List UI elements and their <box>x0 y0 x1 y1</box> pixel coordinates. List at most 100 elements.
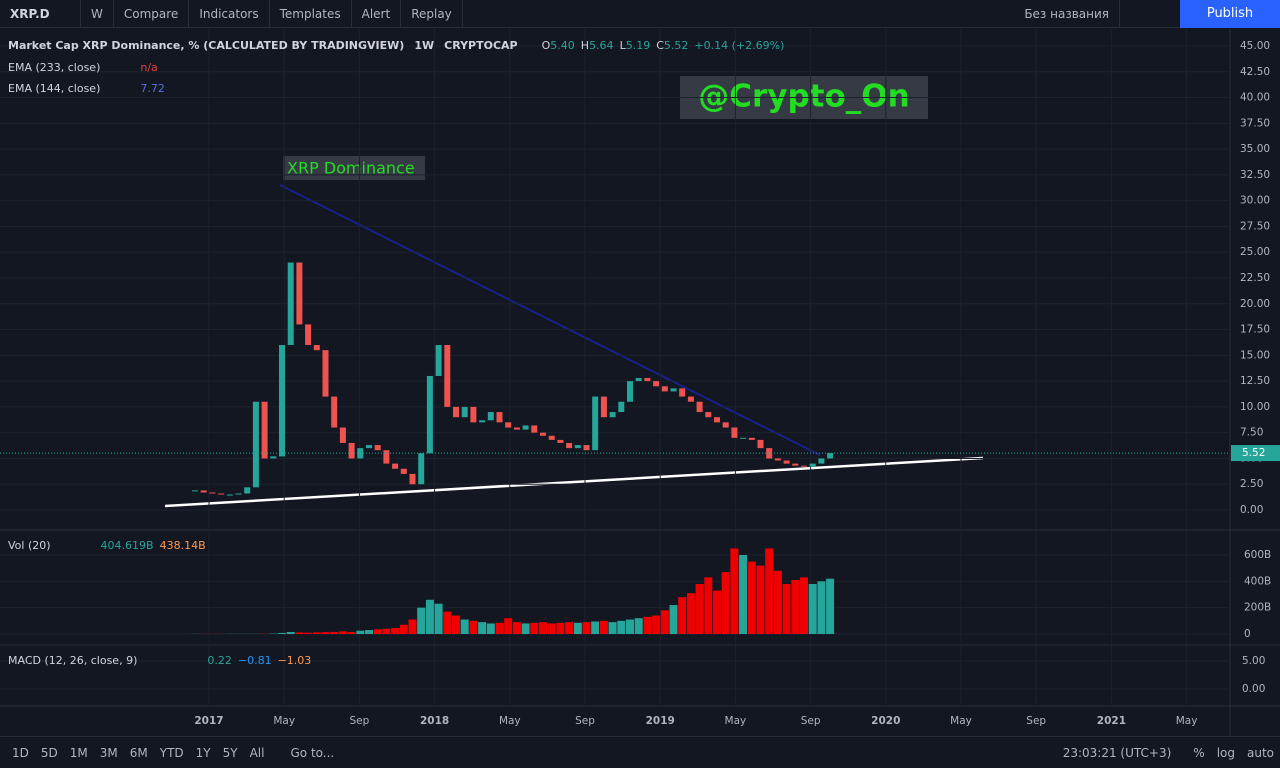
volume-bar <box>634 618 643 634</box>
y-tick-label: 17.50 <box>1240 324 1270 336</box>
candle-body <box>261 401 268 459</box>
label-text: XRP Dominance <box>287 159 415 178</box>
candle-body <box>766 448 773 459</box>
candle-body <box>748 437 755 440</box>
candle-body <box>409 473 416 485</box>
x-tick-label: 2017 <box>194 715 223 727</box>
candle-body <box>374 445 381 451</box>
ohlc-value: 5.40 <box>550 39 575 52</box>
candle-body <box>305 324 312 346</box>
candle-body <box>392 463 399 469</box>
range-button[interactable]: 1M <box>69 745 88 760</box>
x-tick-label: 2019 <box>646 715 675 727</box>
ohlc-key: O <box>541 39 551 52</box>
candle-body <box>583 445 590 451</box>
candle-body <box>592 396 599 451</box>
range-button[interactable]: 1Y <box>195 745 211 760</box>
y-tick-label: 5.00 <box>1242 655 1265 667</box>
toolbar-button[interactable]: Alert <box>352 0 402 28</box>
y-tick-label: 12.50 <box>1240 375 1270 387</box>
volume-bar <box>626 619 634 634</box>
y-tick-label: 20.00 <box>1240 298 1270 310</box>
volume-bar <box>565 622 574 634</box>
candle-body <box>679 388 686 397</box>
range-button[interactable]: 1D <box>12 745 29 760</box>
scale-option[interactable]: log <box>1216 745 1235 760</box>
bottom-bar: 1D 5D 1M 3M 6M YTD 1Y 5Y All Go to... 23:03:21 (UT… <box>0 736 1280 768</box>
candle-body <box>383 450 390 464</box>
candle-body <box>740 437 747 439</box>
y-tick-label: 0 <box>1244 628 1251 640</box>
x-tick-label: 2021 <box>1097 715 1126 727</box>
study-value: 7.72 <box>140 82 165 95</box>
study-value: −0.81 <box>237 654 272 667</box>
volume-bar <box>643 616 652 634</box>
volume-legend: Vol (20) 404.619B 438.14B <box>8 539 206 552</box>
range-button[interactable]: 5D <box>40 745 58 760</box>
volume-bar <box>391 628 400 634</box>
volume-bar <box>434 603 443 634</box>
candle-body <box>479 420 486 423</box>
candle-body <box>827 453 834 459</box>
symbol[interactable]: XRP.D <box>0 0 81 28</box>
volume-bar <box>669 605 678 634</box>
range-button[interactable]: All <box>249 745 265 760</box>
toolbar-button[interactable]: Templates <box>270 0 352 28</box>
chart-bg <box>0 29 1280 736</box>
interval[interactable]: W <box>81 0 114 28</box>
range-button[interactable]: 5Y <box>222 745 238 760</box>
series-exchange: CRYPTOCAP <box>444 39 518 52</box>
candle-body <box>714 417 720 423</box>
candle-body <box>818 458 825 464</box>
candle-body <box>687 396 694 402</box>
candle-body <box>270 456 277 459</box>
volume-bar <box>321 632 330 634</box>
candle-body <box>696 401 703 413</box>
volume-bar <box>556 622 565 634</box>
candle-body <box>287 262 294 346</box>
candle-body <box>522 425 529 430</box>
candle-body <box>496 412 503 423</box>
candle-body <box>313 345 320 351</box>
range-button[interactable]: YTD <box>159 745 184 760</box>
volume-bar <box>286 632 295 634</box>
study-name: MACD (12, 26, close, 9) <box>8 654 138 667</box>
range-button[interactable]: 6M <box>129 745 148 760</box>
candle-body <box>757 439 764 449</box>
candle-body <box>635 378 642 382</box>
volume-bar <box>278 632 286 634</box>
candle-body <box>661 386 668 392</box>
x-tick-label: Sep <box>801 715 821 727</box>
macd-legend: MACD (12, 26, close, 9) 0.22 −0.81 −1.03 <box>8 654 311 667</box>
candle-body <box>348 442 355 459</box>
scale-option[interactable]: % <box>1193 745 1205 760</box>
x-tick-label: May <box>725 715 747 727</box>
range-button[interactable]: 3M <box>99 745 118 760</box>
toolbar-button[interactable]: Compare <box>114 0 190 28</box>
layout-name[interactable]: Без названия <box>1014 0 1120 28</box>
candle-body <box>783 460 790 464</box>
candle-body <box>444 345 451 407</box>
candle-body <box>200 490 207 493</box>
candle-body <box>366 445 372 449</box>
x-tick-label: Sep <box>575 715 595 727</box>
y-tick-label: 0.00 <box>1242 683 1265 695</box>
scale-option[interactable]: auto <box>1246 745 1274 760</box>
volume-bar <box>504 618 513 634</box>
x-tick-label: May <box>273 715 295 727</box>
toolbar-button[interactable]: Indicators <box>189 0 270 28</box>
candle-body <box>426 375 433 454</box>
candle-body <box>792 463 799 466</box>
publish-button[interactable]: Publish <box>1180 0 1280 28</box>
candle-body <box>435 345 442 376</box>
top-toolbar: XRP.D W Compare Indicators Templates Alert Rep… <box>0 0 1280 28</box>
toolbar-button[interactable]: Replay <box>401 0 463 28</box>
volume-bar <box>338 631 347 634</box>
candle-body <box>548 435 555 440</box>
candle-body <box>192 490 198 492</box>
candle-body <box>453 406 459 418</box>
ohlc-value: 5.52 <box>663 39 689 52</box>
goto-button[interactable]: Go to... <box>290 745 335 760</box>
candle-body <box>331 396 338 428</box>
study-value: 0.22 <box>207 654 232 667</box>
